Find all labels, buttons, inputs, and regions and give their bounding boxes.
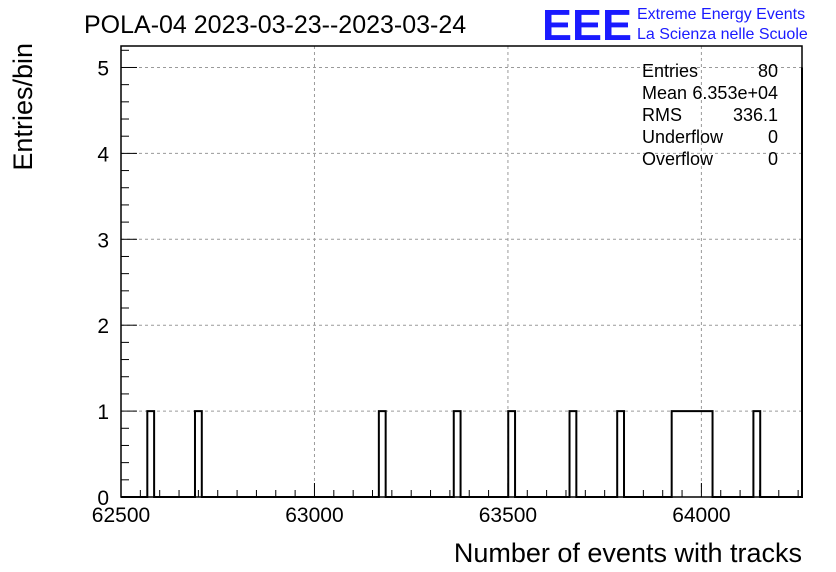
stats-overflow-value: 0 [768, 149, 778, 169]
axes: 62500 63000 63500 64000 0 1 2 3 4 5 [92, 45, 803, 527]
stats-overflow-label: Overflow [642, 149, 714, 169]
y-tick-label: 1 [97, 401, 109, 424]
logo-line1: Extreme Energy Events [637, 6, 805, 23]
y-axis-label: Entries/bin [8, 43, 38, 171]
x-tick-label: 62500 [92, 504, 150, 527]
chart-title: POLA-04 2023-03-23--2023-03-24 [84, 11, 466, 39]
y-tick-label: 0 [97, 487, 109, 510]
stats-rms-value: 336.1 [733, 105, 778, 125]
stats-box: Entries 80 Mean 6.353e+04 RMS 336.1 Unde… [642, 61, 778, 169]
stats-mean-label: Mean [642, 83, 687, 103]
x-tick-label: 64000 [672, 504, 730, 527]
x-tick-label: 63500 [479, 504, 537, 527]
stats-entries-label: Entries [642, 61, 698, 81]
y-tick-label: 5 [97, 57, 109, 80]
stats-mean-value: 6.353e+04 [692, 83, 778, 103]
y-tick-label: 2 [97, 315, 109, 338]
stats-rms-label: RMS [642, 105, 682, 125]
stats-entries-value: 80 [758, 61, 778, 81]
logo-line2: La Scienza nelle Scuole [637, 26, 808, 43]
stats-underflow-label: Underflow [642, 127, 724, 147]
logo-mark: EEE [542, 1, 632, 50]
x-axis-label: Number of events with tracks [454, 538, 802, 568]
y-tick-label: 3 [97, 229, 109, 252]
stats-underflow-value: 0 [768, 127, 778, 147]
plot-frame [120, 45, 803, 498]
x-tick-label: 63000 [285, 504, 343, 527]
eee-logo: EEE Extreme Energy Events La Scienza nel… [542, 1, 808, 50]
y-tick-label: 4 [97, 143, 109, 166]
